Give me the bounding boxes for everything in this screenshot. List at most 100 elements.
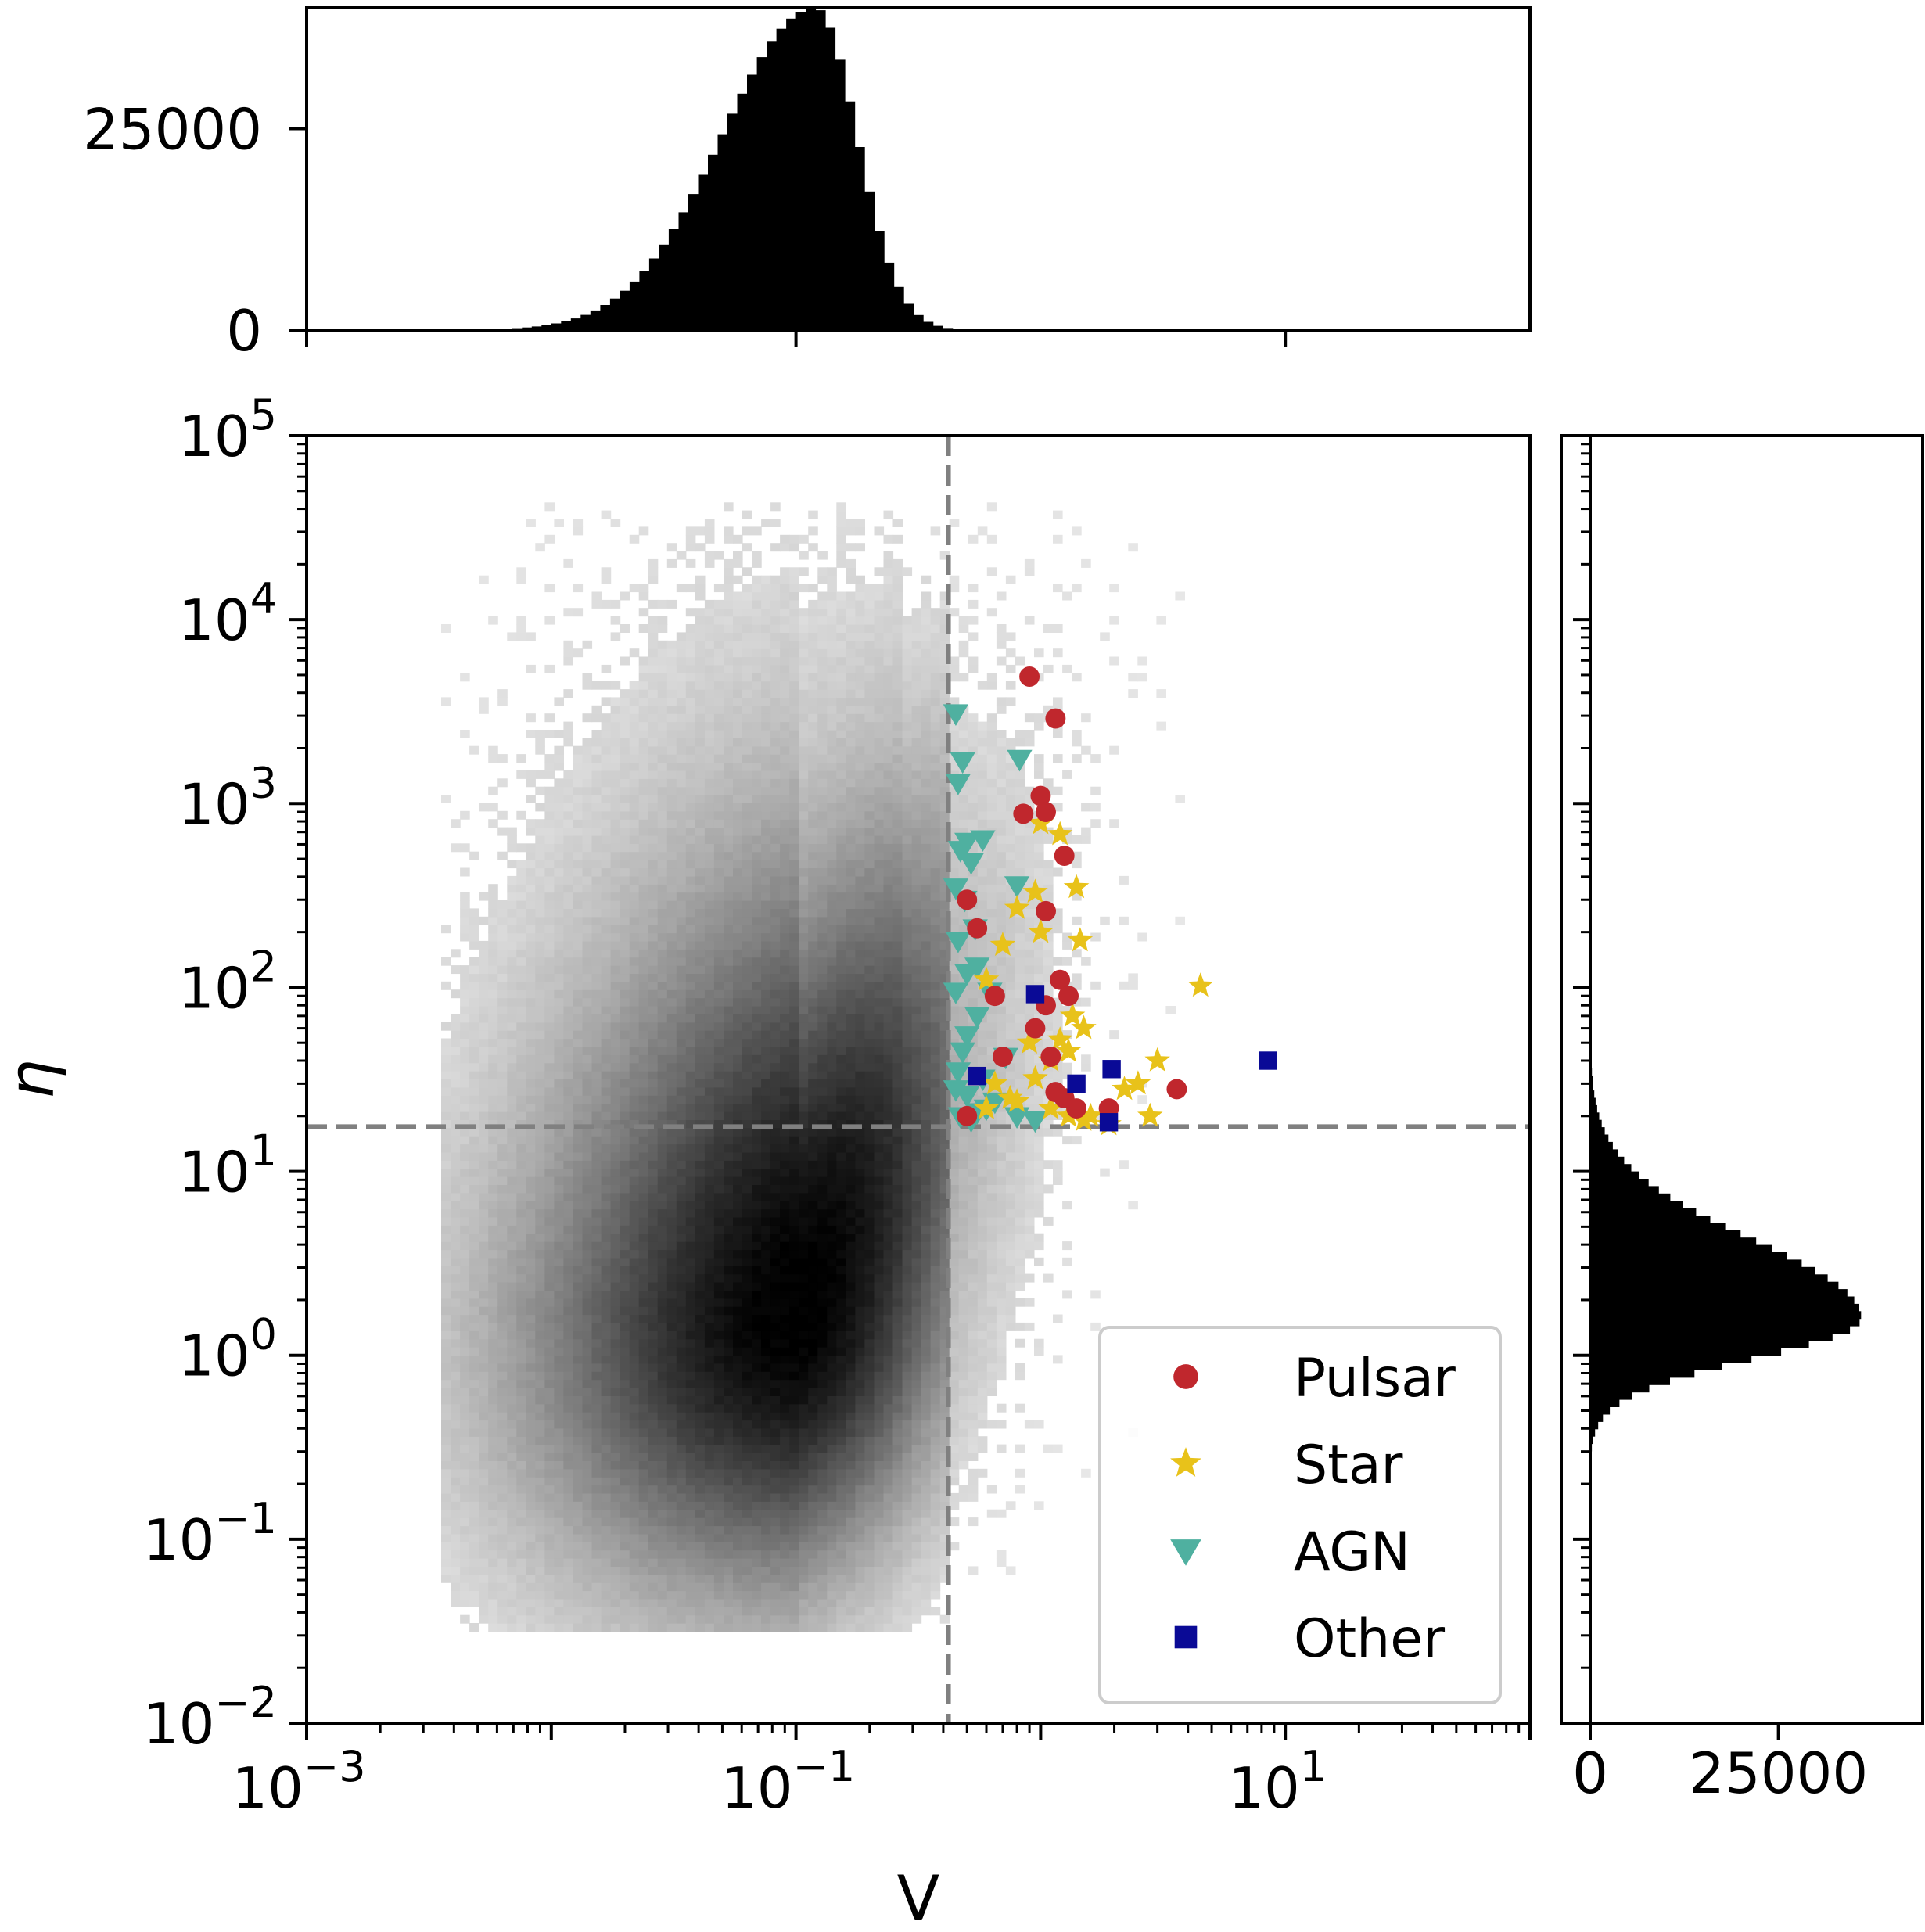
density-cell (460, 1525, 470, 1535)
density-cell (676, 1030, 687, 1040)
density-cell (610, 1176, 621, 1185)
density-cell (704, 925, 715, 934)
density-cell (526, 949, 536, 958)
density-cell (752, 1363, 762, 1372)
density-cell (713, 713, 724, 723)
density-cell (460, 843, 470, 853)
density-cell (638, 1574, 649, 1583)
density-cell (441, 1566, 451, 1575)
density-cell (742, 1111, 752, 1120)
density-cell (817, 1347, 828, 1356)
density-cell (535, 1266, 545, 1275)
density-cell (610, 1338, 621, 1348)
density-cell (713, 892, 724, 901)
density-cell (591, 1306, 602, 1316)
density-cell (733, 1298, 743, 1307)
density-cell (780, 810, 790, 820)
density-cell (780, 1566, 790, 1575)
density-cell (695, 1144, 706, 1153)
density-cell (460, 1477, 470, 1486)
density-cell (724, 778, 734, 788)
density-cell (582, 810, 593, 820)
density-cell (685, 1590, 696, 1600)
density-cell (544, 884, 555, 893)
density-cell (695, 584, 706, 593)
density-cell (629, 1517, 640, 1527)
density-cell (808, 1485, 818, 1494)
density-cell (780, 1542, 790, 1551)
density-cell (761, 1233, 771, 1242)
density-cell (488, 1542, 498, 1551)
density-cell (752, 1460, 762, 1470)
density-cell (591, 1241, 602, 1251)
density-cell (770, 1266, 781, 1275)
density-cell (573, 770, 584, 779)
density-cell (761, 1314, 771, 1323)
density-cell (638, 1598, 649, 1607)
density-cell (685, 624, 696, 633)
density-cell (544, 1160, 555, 1169)
top-hist-bar (590, 310, 601, 330)
density-cell (563, 827, 573, 836)
density-cell (469, 1485, 479, 1494)
density-cell (535, 1598, 545, 1607)
density-cell (733, 932, 743, 942)
density-cell (657, 770, 668, 779)
density-cell (752, 713, 762, 723)
density-cell (497, 689, 508, 698)
density-cell (742, 656, 752, 666)
density-cell (497, 965, 508, 975)
top-hist-bar (698, 174, 709, 330)
density-cell (808, 1071, 818, 1079)
density-cell (582, 1412, 593, 1421)
density-cell (770, 1022, 781, 1031)
density-cell (666, 1388, 677, 1396)
density-cell (648, 1136, 659, 1145)
density-cell (535, 1127, 545, 1137)
density-cell (770, 1412, 781, 1421)
density-cell (742, 875, 752, 885)
density-cell (563, 867, 573, 877)
density-cell (497, 1542, 508, 1551)
density-cell (648, 1290, 659, 1299)
density-cell (544, 1086, 555, 1096)
density-cell (704, 762, 715, 771)
density-cell (817, 981, 828, 990)
density-cell (526, 1201, 536, 1210)
density-cell (582, 1371, 593, 1381)
density-cell (451, 1533, 461, 1542)
density-cell (704, 973, 715, 982)
density-cell (695, 1136, 706, 1145)
density-cell (724, 1623, 734, 1632)
density-cell (469, 1412, 479, 1421)
density-cell (526, 1501, 536, 1510)
density-cell (591, 884, 602, 893)
density-cell (742, 1453, 752, 1461)
density-cell (666, 957, 677, 966)
density-cell (610, 1038, 621, 1047)
density-cell (488, 900, 498, 909)
top-hist-bar (620, 290, 630, 330)
density-cell (479, 1216, 489, 1226)
density-cell (563, 1574, 573, 1583)
density-cell (761, 1071, 771, 1079)
density-cell (761, 1574, 771, 1583)
density-cell (676, 1395, 687, 1405)
density-cell (817, 1623, 828, 1632)
density-cell (488, 1330, 498, 1340)
density-cell (799, 1330, 809, 1340)
density-cell (724, 1607, 734, 1616)
density-cell (563, 940, 573, 950)
density-cell (808, 510, 818, 519)
density-cell (582, 1022, 593, 1031)
density-cell (770, 827, 781, 836)
density-cell (676, 1225, 687, 1234)
density-cell (441, 1151, 451, 1161)
density-cell (554, 1436, 564, 1445)
density-cell (724, 851, 734, 860)
density-cell (808, 1436, 818, 1445)
density-cell (526, 1225, 536, 1234)
density-cell (629, 1086, 640, 1096)
density-cell (713, 648, 724, 658)
density-cell (601, 949, 612, 958)
